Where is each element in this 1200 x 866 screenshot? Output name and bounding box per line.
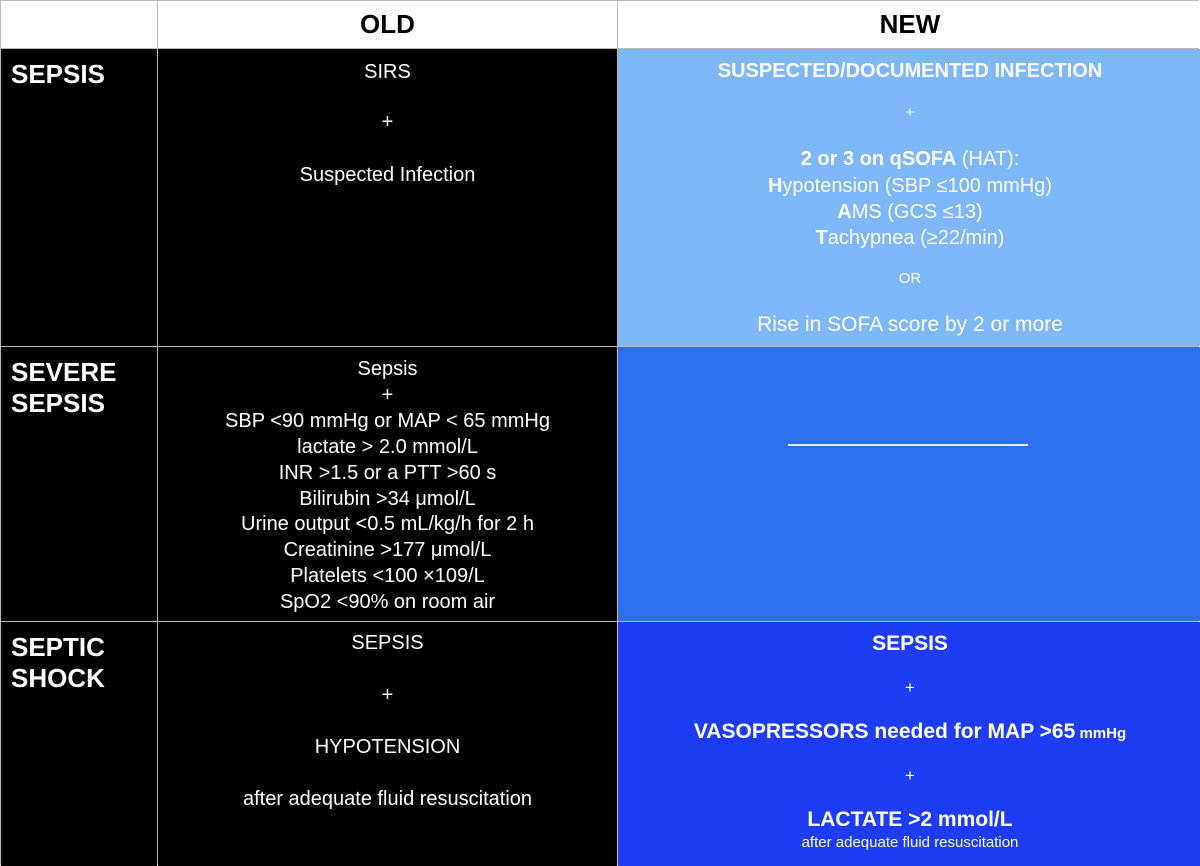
severe-old-line: SpO2 <90% on room air: [279, 591, 496, 614]
shock-old-cell: SEPSIS + HYPOTENSION after adequate flui…: [158, 622, 617, 866]
severe-new-cell: [618, 347, 1200, 621]
sepsis-new-or: OR: [898, 270, 922, 287]
sepsis-new-hypotension: Hypotension (SBP ≤100 mmHg): [618, 175, 1200, 198]
qsofa-bold: 2 or 3 on qSOFA: [800, 148, 957, 170]
severe-old-line: INR >1.5 or a PTT >60 s: [278, 461, 497, 484]
qsofa-rest: (HAT):: [956, 148, 1020, 170]
severe-old-line: Platelets <100 ×109/L: [290, 565, 485, 588]
sepsis-new-cell: SUSPECTED/DOCUMENTED INFECTION + 2 or 3 …: [618, 49, 1200, 346]
t-bold: T: [815, 227, 828, 249]
sepsis-new-infection: SUSPECTED/DOCUMENTED INFECTION: [717, 60, 1103, 82]
sepsis-new-rise: Rise in SOFA score by 2 or more: [757, 313, 1063, 336]
shock-new-sepsis: SEPSIS: [872, 632, 948, 655]
severe-old-cell: Sepsis + SBP <90 mmHg or MAP < 65 mmHg l…: [158, 347, 617, 621]
shock-new-after: after adequate fluid resuscitation: [801, 834, 1019, 851]
severe-old-line: Creatinine >177 μmol/L: [283, 539, 492, 562]
severe-old-line: Sepsis: [357, 358, 418, 380]
shock-new-cell: SEPSIS + VASOPRESSORS needed for MAP >65…: [618, 622, 1200, 866]
header-old: OLD: [158, 1, 617, 48]
sepsis-new-plus: +: [905, 104, 915, 121]
row-label-septic-shock: SEPTIC SHOCK: [1, 622, 157, 866]
shock-new-lactate: LACTATE >2 mmol/L: [807, 808, 1013, 831]
vasopressors-text: VASOPRESSORS needed for MAP >65: [693, 720, 1076, 743]
header-corner-cell: [1, 1, 157, 48]
row-label-severe-l1: SEVERE: [11, 357, 117, 387]
row-label-severe-l2: SEPSIS: [11, 388, 105, 418]
shock-old-sepsis: SEPSIS: [351, 632, 424, 654]
shock-old-after: after adequate fluid resuscitation: [242, 788, 533, 810]
sepsis-old-cell: SIRS + Suspected Infection: [158, 49, 617, 346]
shock-new-vasopressors: VASOPRESSORS needed for MAP >65 mmHg: [618, 720, 1200, 744]
removed-divider-line: [788, 444, 1028, 446]
shock-new-plus-1: +: [905, 678, 915, 697]
sepsis-new-tachypnea: Tachypnea (≥22/min): [618, 227, 1200, 250]
severe-old-line: Urine output <0.5 mL/kg/h for 2 h: [241, 513, 534, 536]
sepsis-old-infection: Suspected Infection: [299, 164, 476, 186]
shock-old-hypotension: HYPOTENSION: [314, 736, 461, 758]
row-label-shock-l1: SEPTIC: [11, 632, 105, 662]
severe-old-line: lactate > 2.0 mmol/L: [297, 435, 478, 458]
severe-old-line: Bilirubin >34 μmol/L: [299, 487, 476, 510]
h-rest: ypotension (SBP ≤100 mmHg): [782, 175, 1053, 197]
sepsis-new-ams: AMS (GCS ≤13): [618, 201, 1200, 224]
row-label-severe-sepsis: SEVERE SEPSIS: [1, 347, 157, 621]
sepsis-old-plus: +: [381, 111, 394, 133]
shock-old-plus: +: [381, 684, 394, 706]
t-rest: achypnea (≥22/min): [827, 227, 1005, 249]
sepsis-old-sirs: SIRS: [364, 61, 411, 83]
header-new: NEW: [618, 1, 1200, 48]
vasopressors-unit: mmHg: [1075, 725, 1127, 742]
shock-new-plus-2: +: [905, 766, 915, 785]
row-label-shock-l2: SHOCK: [11, 663, 105, 693]
a-bold: A: [837, 201, 852, 223]
h-bold: H: [767, 175, 783, 197]
a-rest: MS (GCS ≤13): [851, 201, 983, 223]
severe-old-line: SBP <90 mmHg or MAP < 65 mmHg: [225, 409, 550, 432]
sepsis-new-qsofa: 2 or 3 on qSOFA (HAT):: [618, 148, 1200, 171]
row-label-sepsis: SEPSIS: [1, 49, 157, 346]
severe-old-line: +: [381, 383, 394, 406]
row-label-sepsis-text: SEPSIS: [11, 59, 105, 89]
